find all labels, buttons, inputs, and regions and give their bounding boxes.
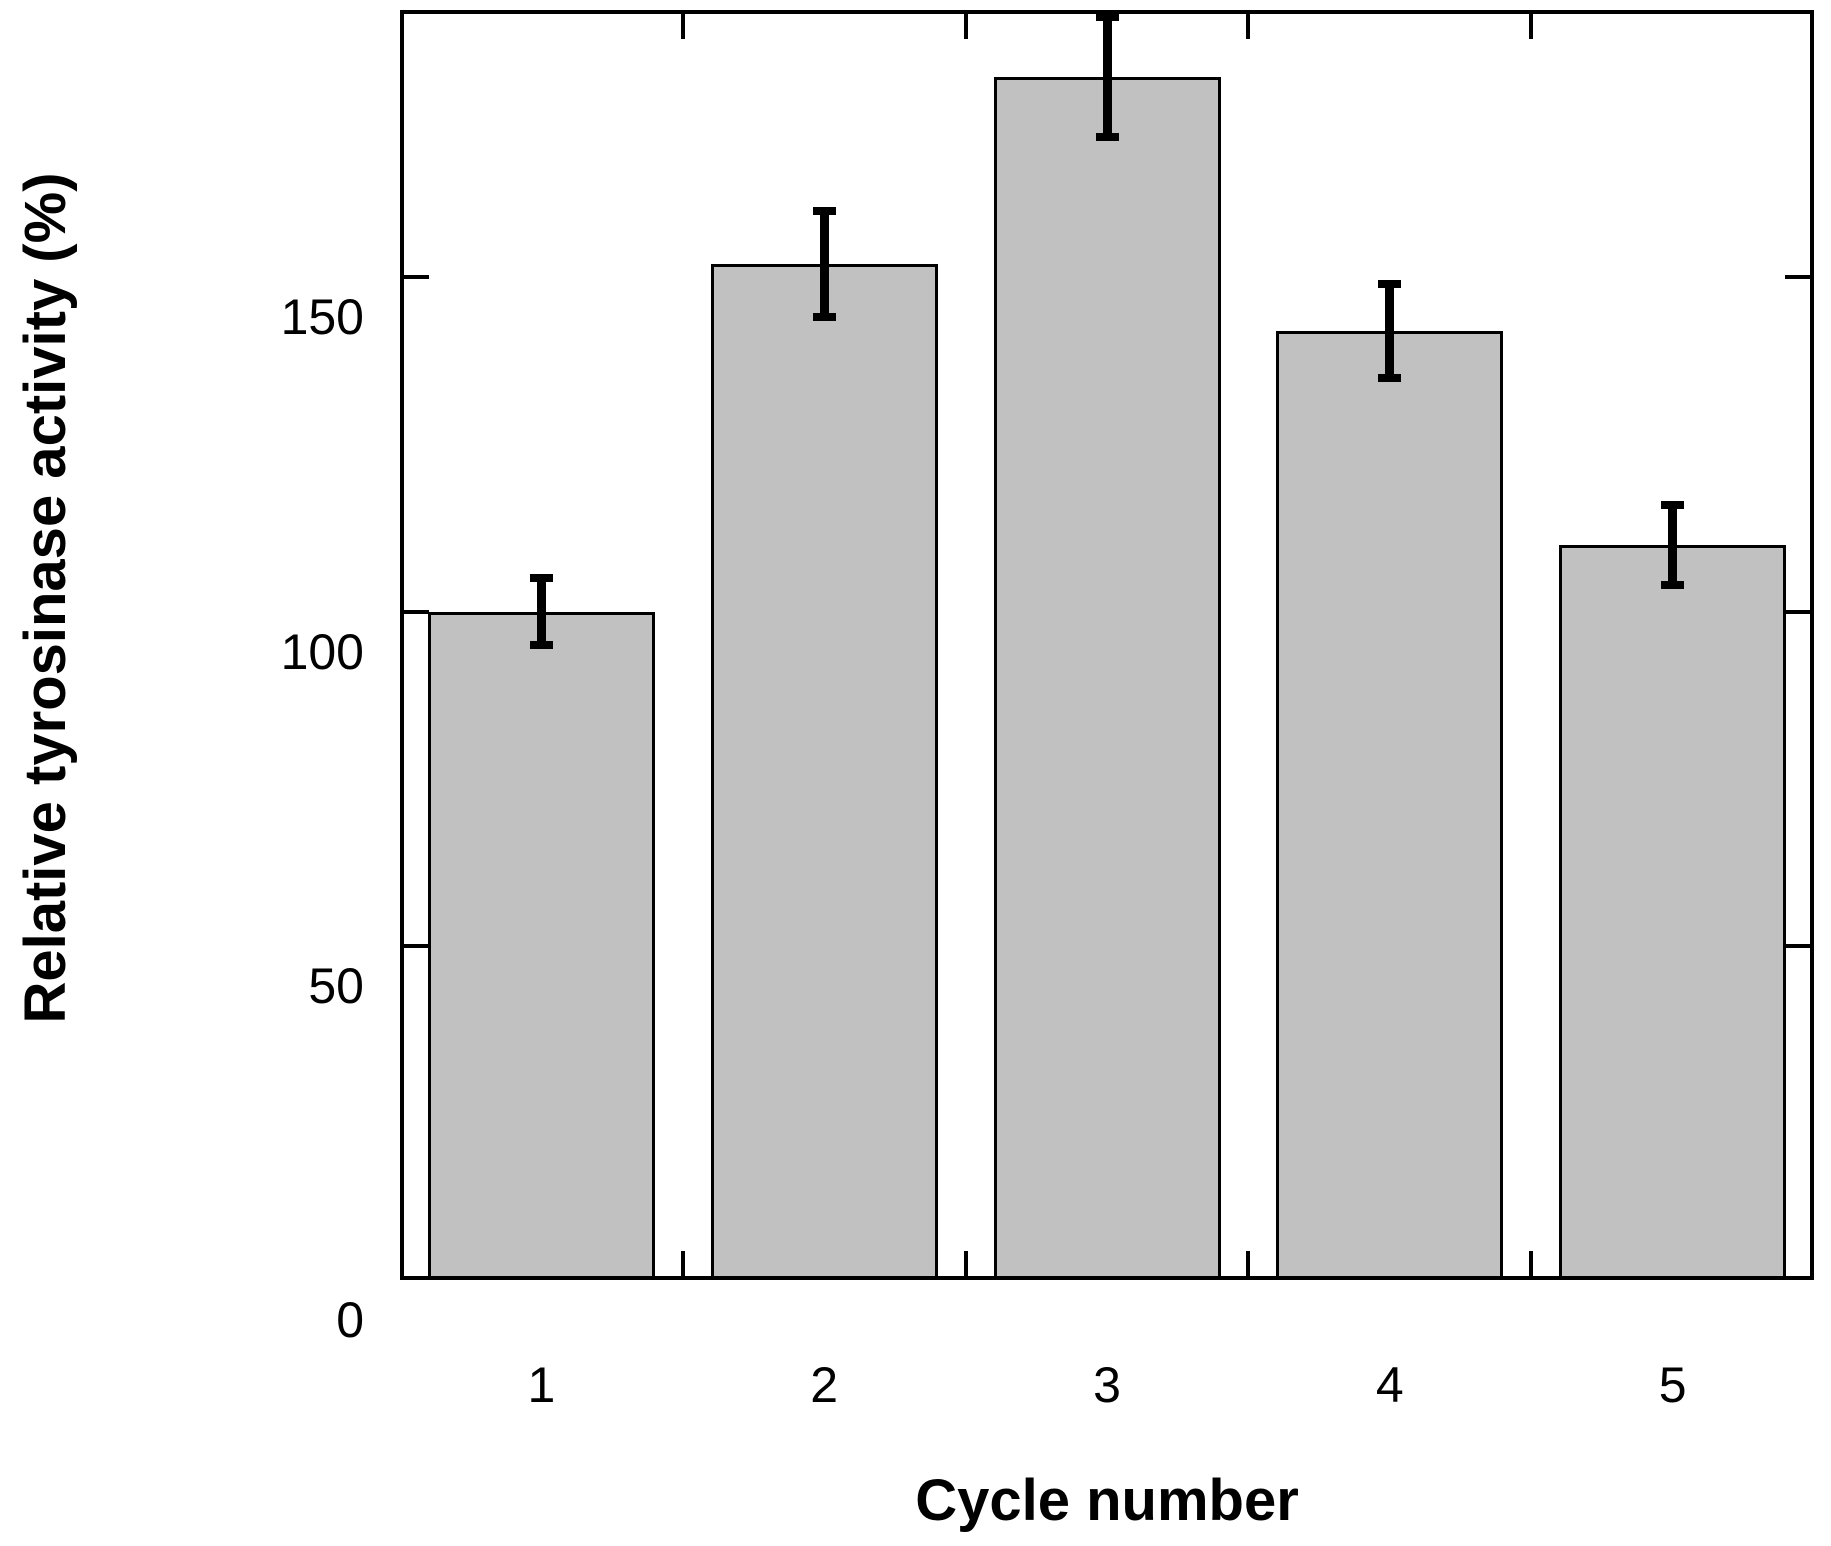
error-bar-cap-bottom — [812, 313, 836, 322]
error-bar-line — [536, 578, 546, 645]
y-axis-title: Relative tyrosinase activity (%) — [13, 172, 78, 1024]
y-tick-left — [404, 943, 429, 948]
error-bar-cap-top — [1095, 12, 1119, 21]
error-bar-line — [1102, 16, 1112, 137]
error-bar-cap-bottom — [529, 641, 553, 649]
bar-cycle-4 — [1276, 330, 1504, 1276]
y-tick-label: 100 — [280, 623, 364, 680]
boundary-tick-top — [1246, 14, 1251, 39]
bar-cycle-3 — [993, 76, 1221, 1276]
y-tick-label: 0 — [336, 1292, 364, 1348]
boundary-tick-bottom — [963, 1251, 968, 1276]
boundary-tick-top — [680, 14, 685, 39]
boundary-tick-bottom — [1529, 1251, 1534, 1276]
error-bar-cap-top — [812, 206, 836, 215]
x-tick-label: 2 — [810, 1357, 839, 1413]
x-tick-label: 1 — [527, 1357, 556, 1413]
error-bar-cap-bottom — [1378, 373, 1402, 382]
y-tick-label: 50 — [308, 957, 364, 1014]
error-bar-cap-bottom — [1095, 133, 1119, 141]
y-tick-label: 150 — [280, 289, 364, 346]
plot-area — [400, 10, 1814, 1280]
y-tick-left — [404, 609, 429, 614]
bar-cycle-1 — [427, 611, 655, 1276]
error-bar-cap-top — [1378, 280, 1402, 289]
boundary-tick-top — [1529, 14, 1534, 39]
x-tick-label: 5 — [1658, 1357, 1687, 1413]
y-tick-left — [404, 275, 429, 280]
y-tick-right — [1785, 275, 1810, 280]
error-bar-cap-bottom — [1661, 580, 1685, 589]
x-tick-label: 4 — [1375, 1357, 1404, 1413]
error-bar-cap-top — [1661, 500, 1685, 509]
error-bar-line — [819, 210, 829, 318]
bar-cycle-2 — [710, 264, 938, 1276]
x-tick-label: 3 — [1093, 1357, 1121, 1413]
boundary-tick-top — [963, 14, 968, 39]
y-tick-right — [1785, 609, 1810, 614]
y-tick-right — [1785, 943, 1810, 948]
error-bar-cap-top — [529, 574, 553, 583]
bar-cycle-5 — [1559, 544, 1787, 1276]
error-bar-line — [1385, 284, 1395, 378]
boundary-tick-bottom — [680, 1251, 685, 1276]
error-bar-line — [1668, 504, 1678, 585]
boundary-tick-bottom — [1246, 1251, 1251, 1276]
x-axis-title: Cycle number — [915, 1468, 1299, 1533]
